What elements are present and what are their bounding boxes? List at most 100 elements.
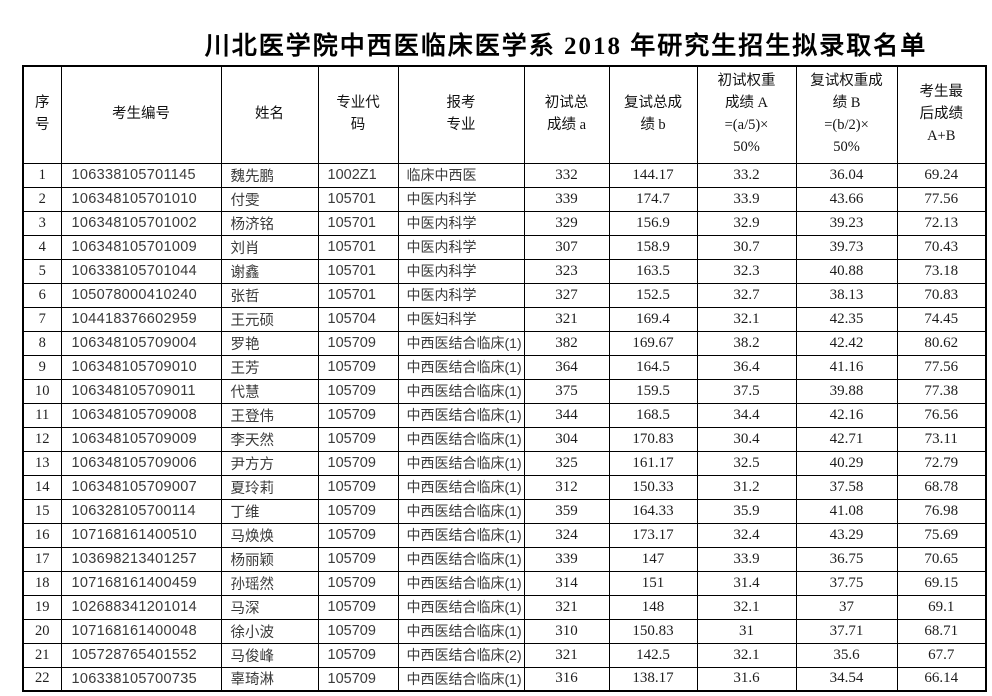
cell-final-score: 70.43 [896,234,987,260]
cell-weighted-a: 30.4 [696,426,797,452]
cell-candidate-no: 107168161400459 [60,570,222,596]
cell-final-score: 66.14 [896,666,987,692]
cell-score-a: 321 [523,306,610,332]
cell-name: 马深 [220,594,319,620]
cell-weighted-b: 40.88 [795,258,898,284]
cell-major-code: 105701 [317,282,399,308]
cell-major: 中西医结合临床(1) [397,474,525,500]
cell-major: 中西医结合临床(2) [397,642,525,668]
cell-score-a: 316 [523,666,610,692]
cell-major-code: 105709 [317,642,399,668]
cell-score-a: 310 [523,618,610,644]
cell-major: 中西医结合临床(1) [397,522,525,548]
cell-weighted-a: 32.4 [696,522,797,548]
cell-candidate-no: 106338105701145 [60,162,222,188]
cell-candidate-no: 106348105709006 [60,450,222,476]
cell-candidate-no: 106348105701010 [60,186,222,212]
cell-final-score: 75.69 [896,522,987,548]
header-score-a: 初试总 成绩 a [523,65,610,164]
cell-score-a: 382 [523,330,610,356]
cell-name: 代慧 [220,378,319,404]
cell-name: 王登伟 [220,402,319,428]
cell-major-code: 105701 [317,210,399,236]
cell-candidate-no: 106338105700735 [60,666,222,692]
cell-serial: 17 [22,546,62,572]
cell-major-code: 105709 [317,594,399,620]
cell-serial: 16 [22,522,62,548]
cell-serial: 14 [22,474,62,500]
cell-weighted-b: 37.58 [795,474,898,500]
cell-major-code: 105701 [317,186,399,212]
cell-candidate-no: 106338105701044 [60,258,222,284]
cell-serial: 3 [22,210,62,236]
header-name: 姓名 [220,65,319,164]
cell-serial: 9 [22,354,62,380]
cell-final-score: 73.18 [896,258,987,284]
cell-candidate-no: 106348105709004 [60,330,222,356]
cell-major-code: 105701 [317,258,399,284]
cell-final-score: 69.15 [896,570,987,596]
cell-score-b: 161.17 [608,450,698,476]
header-final-score: 考生最 后成绩 A+B [896,65,987,164]
cell-score-b: 170.83 [608,426,698,452]
cell-weighted-a: 32.5 [696,450,797,476]
cell-score-a: 359 [523,498,610,524]
cell-weighted-a: 32.1 [696,306,797,332]
cell-major-code: 105709 [317,402,399,428]
cell-major: 中医内科学 [397,186,525,212]
cell-major-code: 105709 [317,330,399,356]
cell-major: 中医内科学 [397,210,525,236]
cell-major-code: 105704 [317,306,399,332]
table-row: 21 105728765401552 马俊峰 105709 中西医结合临床(2) 321 1… [22,642,987,668]
cell-major: 临床中西医 [397,162,525,188]
cell-name: 付雯 [220,186,319,212]
cell-serial: 6 [22,282,62,308]
cell-major: 中西医结合临床(1) [397,498,525,524]
cell-score-a: 314 [523,570,610,596]
cell-weighted-a: 32.3 [696,258,797,284]
cell-weighted-b: 43.66 [795,186,898,212]
cell-final-score: 72.79 [896,450,987,476]
cell-name: 罗艳 [220,330,319,356]
cell-final-score: 68.78 [896,474,987,500]
cell-weighted-a: 34.4 [696,402,797,428]
table-row: 19 102688341201014 马深 105709 中西医结合临床(1) 321 14… [22,594,987,620]
cell-name: 杨丽颖 [220,546,319,572]
cell-final-score: 69.1 [896,594,987,620]
cell-major: 中西医结合临床(1) [397,618,525,644]
table-row: 6 105078000410240 张哲 105701 中医内科学 327 152.5 32.… [22,282,987,308]
cell-final-score: 76.56 [896,402,987,428]
cell-major-code: 105709 [317,570,399,596]
cell-score-a: 364 [523,354,610,380]
cell-score-b: 173.17 [608,522,698,548]
cell-major: 中西医结合临床(1) [397,402,525,428]
cell-name: 魏先鹏 [220,162,319,188]
cell-final-score: 77.56 [896,354,987,380]
cell-major: 中西医结合临床(1) [397,426,525,452]
cell-score-b: 159.5 [608,378,698,404]
cell-score-b: 164.33 [608,498,698,524]
table-row: 18 107168161400459 孙瑶然 105709 中西医结合临床(1) 314 1… [22,570,987,596]
cell-major: 中医妇科学 [397,306,525,332]
cell-final-score: 68.71 [896,618,987,644]
cell-candidate-no: 106348105709007 [60,474,222,500]
cell-candidate-no: 107168161400048 [60,618,222,644]
header-weighted-b: 复试权重成 绩 B =(b/2)× 50% [795,65,898,164]
cell-score-b: 156.9 [608,210,698,236]
cell-weighted-b: 42.16 [795,402,898,428]
cell-serial: 12 [22,426,62,452]
cell-serial: 7 [22,306,62,332]
cell-serial: 19 [22,594,62,620]
cell-score-a: 321 [523,642,610,668]
cell-score-b: 142.5 [608,642,698,668]
cell-candidate-no: 106348105709009 [60,426,222,452]
cell-name: 张哲 [220,282,319,308]
cell-serial: 8 [22,330,62,356]
page-title: 川北医学院中西医临床医学系 2018 年研究生招生拟录取名单 [204,33,928,60]
cell-weighted-b: 36.04 [795,162,898,188]
cell-serial: 20 [22,618,62,644]
cell-major-code: 105709 [317,522,399,548]
cell-score-b: 152.5 [608,282,698,308]
cell-major: 中西医结合临床(1) [397,546,525,572]
cell-final-score: 76.98 [896,498,987,524]
